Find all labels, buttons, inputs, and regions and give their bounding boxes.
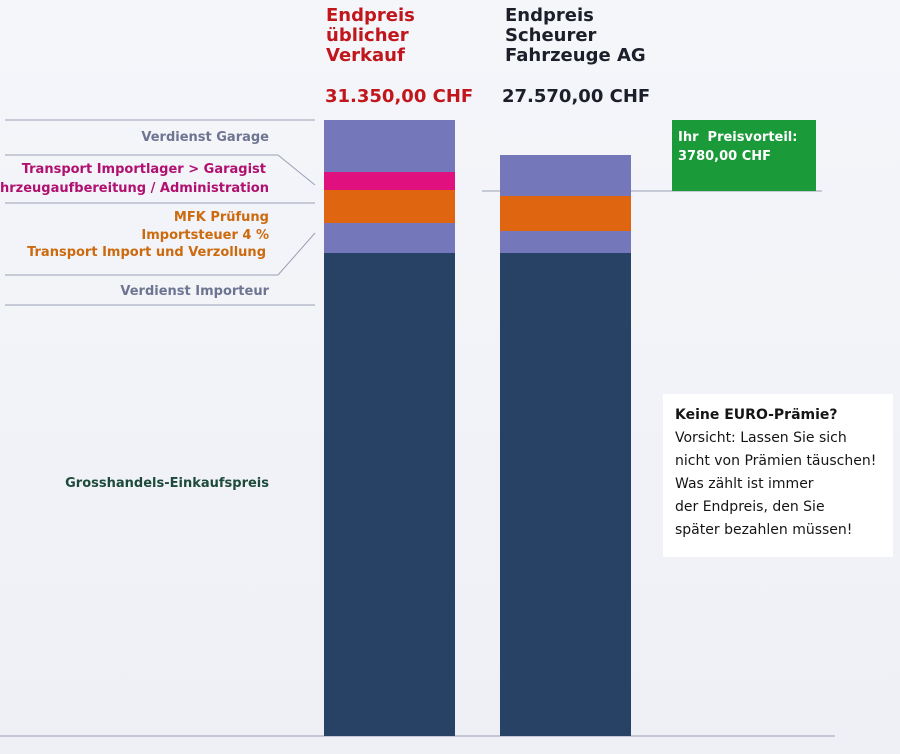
segment-grosshandel [500, 252, 631, 736]
note-line: Vorsicht: Lassen Sie sich [675, 430, 847, 446]
label-importsteuer: Importsteuer 4 % [141, 228, 269, 243]
note-title: Keine EURO-Prämie? [675, 407, 838, 423]
label-verdienst-garage: Verdienst Garage [141, 130, 269, 145]
label-fahrzeugaufbereitung: Fahrzeugaufbereitung / Administration [0, 181, 269, 196]
segment-verdienst-garage [500, 154, 631, 196]
note-line: später bezahlen müssen! [675, 522, 853, 538]
price-advantage-box: Ihr Preisvorteil: 3780,00 CHF [672, 120, 816, 191]
col1-title: Endpreis üblicher Verkauf [326, 6, 415, 66]
col2-title: Endpreis Scheurer Fahrzeuge AG [505, 6, 646, 66]
col2-title-line: Fahrzeuge AG [505, 45, 646, 66]
segment-grosshandel [324, 252, 455, 736]
segment-verdienst-garage [324, 120, 455, 173]
col2-title-line: Endpreis [505, 5, 594, 26]
label-mfk-pruefung: MFK Prüfung [173, 210, 269, 225]
col1-title-line: Endpreis [326, 5, 415, 26]
col1-title-line: Verkauf [326, 45, 405, 66]
bar-scheurer [500, 154, 631, 736]
label-verdienst-importeur: Verdienst Importeur [120, 284, 269, 299]
segment-verdienst-importeur [324, 223, 455, 253]
col2-price: 27.570,00 CHF [502, 86, 651, 107]
note-line: Was zählt ist immer [675, 476, 814, 492]
label-transport-import: Transport Import und Verzollung [27, 245, 266, 260]
segment-import-kosten [324, 189, 455, 224]
warning-note-box: Keine EURO-Prämie? Vorsicht: Lassen Sie … [663, 394, 893, 557]
segment-transport-aufbereitung [324, 172, 455, 190]
note-line: der Endpreis, den Sie [675, 499, 825, 515]
price-advantage-title: Ihr Preisvorteil: [678, 130, 798, 145]
segment-import-kosten [500, 195, 631, 232]
col1-price: 31.350,00 CHF [325, 86, 474, 107]
col2-title-line: Scheurer [505, 25, 597, 46]
note-line: nicht von Prämien täuschen! [675, 453, 877, 469]
label-grosshandel: Grosshandels-Einkaufspreis [65, 476, 269, 491]
col1-title-line: üblicher [326, 25, 409, 46]
label-transport-importlager: Transport Importlager > Garagist [21, 162, 266, 177]
price-advantage-value: 3780,00 CHF [678, 149, 772, 164]
segment-verdienst-importeur [500, 231, 631, 253]
bar-ueblicher-verkauf [324, 120, 455, 736]
